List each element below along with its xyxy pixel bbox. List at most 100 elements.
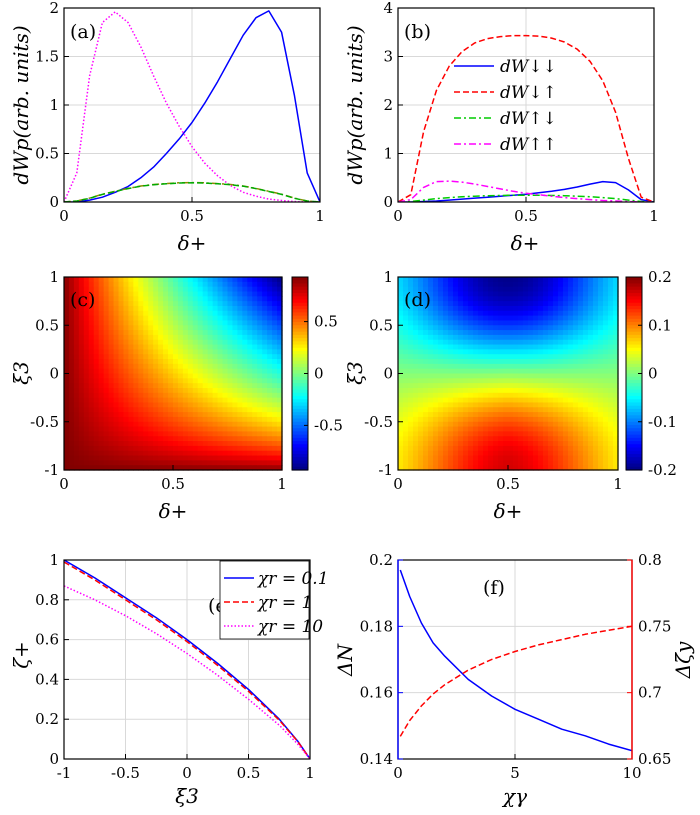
heatmap-cell <box>78 397 85 404</box>
heatmap-cell <box>588 441 594 447</box>
heatmap-cell <box>202 359 209 365</box>
heatmap-cell <box>212 281 219 288</box>
heatmap-cell <box>573 334 579 341</box>
heatmap-cell <box>483 426 489 432</box>
heatmap-cell <box>533 310 539 317</box>
heatmap-cell <box>463 301 469 307</box>
heatmap-cell <box>163 354 169 360</box>
heatmap-cell <box>513 421 519 428</box>
heatmap-cell <box>523 339 529 346</box>
heatmap-cell <box>473 426 479 432</box>
heatmap-cell <box>553 359 559 365</box>
heatmap-cell <box>448 392 454 399</box>
heatmap-cell <box>227 378 234 384</box>
heatmap-cell <box>498 301 504 307</box>
heatmap-cell <box>227 344 234 350</box>
heatmap-cell <box>613 445 619 452</box>
heatmap-cell <box>138 407 144 413</box>
heatmap-cell <box>153 344 159 350</box>
heatmap-cell <box>217 339 224 346</box>
heatmap-cell <box>217 455 224 461</box>
heatmap-cell <box>217 301 224 307</box>
heatmap-cell <box>237 305 243 312</box>
colorbar-step <box>626 383 642 387</box>
heatmap-cell <box>458 378 464 384</box>
heatmap-cell <box>568 277 574 283</box>
heatmap-cell <box>608 465 614 471</box>
heatmap-cell <box>192 363 199 370</box>
heatmap-cell <box>143 330 149 336</box>
heatmap-cell <box>533 416 539 423</box>
heatmap-cell <box>83 412 90 418</box>
heatmap-cell <box>523 334 529 341</box>
heatmap-cell <box>227 286 234 293</box>
heatmap-cell <box>217 286 224 293</box>
heatmap-cell <box>207 455 214 461</box>
heatmap-cell <box>573 445 579 452</box>
heatmap-cell <box>64 320 70 326</box>
colorbar-step <box>626 415 642 420</box>
heatmap-cell <box>438 397 444 404</box>
heatmap-cell <box>418 445 424 452</box>
x-tick-label: 0.5 <box>514 207 538 225</box>
heatmap-cell <box>453 344 459 350</box>
heatmap-cell <box>148 368 154 375</box>
heatmap-cell <box>93 320 100 326</box>
heatmap-cell <box>222 305 229 312</box>
heatmap-cell <box>277 416 283 423</box>
heatmap-cell <box>508 450 514 457</box>
heatmap-cell <box>108 383 115 389</box>
heatmap-cell <box>68 296 75 302</box>
heatmap-cell <box>93 387 100 394</box>
heatmap-cell <box>64 421 70 428</box>
heatmap-cell <box>398 368 404 375</box>
heatmap-cell <box>118 450 125 457</box>
heatmap-cell <box>267 392 273 399</box>
heatmap-cell <box>443 320 449 326</box>
heatmap-cell <box>217 441 224 447</box>
series-group <box>64 560 310 759</box>
heatmap-cell <box>578 320 584 326</box>
colorbar-step <box>292 328 308 333</box>
heatmap-cell <box>538 378 544 384</box>
heatmap-cell <box>478 426 484 432</box>
heatmap-cell <box>168 325 174 331</box>
heatmap-cell <box>433 426 439 432</box>
y-tick-label: 1 <box>383 268 393 286</box>
heatmap-cell <box>593 383 599 389</box>
heatmap-cell <box>148 455 154 461</box>
heatmap-cell <box>443 334 449 341</box>
heatmap-cell <box>478 402 484 408</box>
heatmap-cell <box>573 301 579 307</box>
y-tick-label: 0 <box>49 193 59 211</box>
heatmap-cell <box>498 436 504 442</box>
heatmap-cell <box>603 359 609 365</box>
heatmap-cell <box>177 383 184 389</box>
heatmap-cell <box>158 363 164 370</box>
heatmap-cell <box>232 445 238 452</box>
heatmap-cell <box>613 368 619 375</box>
heatmap-cell <box>443 421 449 428</box>
heatmap-cell <box>483 402 489 408</box>
heatmap-cell <box>398 378 404 384</box>
heatmap-cell <box>493 426 499 432</box>
heatmap-cell <box>558 460 564 466</box>
heatmap-cell <box>88 426 95 432</box>
heatmap-cell <box>398 281 404 288</box>
heatmap-cell <box>192 407 199 413</box>
heatmap-cell <box>503 315 509 322</box>
heatmap-cell <box>128 334 134 341</box>
heatmap-cell <box>513 330 519 336</box>
heatmap-cell <box>93 416 100 423</box>
heatmap-cell <box>418 277 424 283</box>
heatmap-cell <box>563 281 569 288</box>
heatmap-cell <box>118 392 125 399</box>
heatmap-cell <box>588 455 594 461</box>
heatmap-cell <box>458 412 464 418</box>
heatmap-cell <box>518 441 524 447</box>
heatmap-cell <box>558 445 564 452</box>
heatmap-cell <box>493 281 499 288</box>
x-tick-label: 0 <box>59 475 69 493</box>
heatmap-cell <box>458 407 464 413</box>
heatmap-cell <box>257 412 263 418</box>
